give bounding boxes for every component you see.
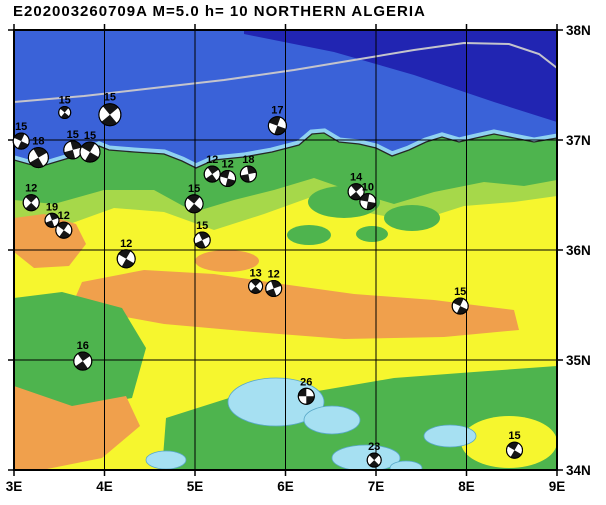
focal-mechanism-ball bbox=[63, 140, 83, 160]
event-label: 15 bbox=[508, 430, 520, 442]
focal-mechanism-ball bbox=[347, 183, 365, 201]
focal-mechanism-ball bbox=[22, 194, 40, 212]
focal-mechanism-ball bbox=[12, 132, 30, 150]
grid-layer bbox=[14, 30, 557, 470]
event-label: 26 bbox=[300, 376, 312, 388]
event-label: 16 bbox=[77, 340, 89, 352]
focal-mechanism-ball bbox=[55, 221, 73, 239]
event-label: 12 bbox=[221, 159, 233, 171]
focal-mechanism-ball bbox=[73, 351, 93, 371]
salt-lake-1 bbox=[227, 377, 325, 427]
x-axis-label: 3E bbox=[6, 479, 23, 494]
green-patch-4 bbox=[356, 226, 388, 242]
bathymetry-contour-line bbox=[14, 41, 557, 103]
y-axis-label: 36N bbox=[566, 243, 591, 258]
figure-title: E202003260709A M=5.0 h= 10 NORTHERN ALGE… bbox=[13, 3, 426, 20]
focal-mechanism-ball bbox=[184, 194, 204, 214]
yellow-patch-southeast bbox=[461, 416, 557, 468]
focal-mechanism-ball bbox=[98, 103, 122, 127]
focal-mechanism-ball bbox=[203, 165, 221, 183]
green-patch-3 bbox=[287, 225, 331, 245]
event-label: 15 bbox=[67, 129, 79, 141]
green-patch-2 bbox=[384, 205, 440, 231]
event-label: 17 bbox=[271, 105, 283, 117]
event-label: 12 bbox=[206, 154, 218, 166]
southern-green-west bbox=[14, 292, 146, 408]
x-axis-label: 6E bbox=[277, 479, 294, 494]
focal-mechanism-ball bbox=[219, 169, 237, 188]
x-axis-label: 4E bbox=[96, 479, 113, 494]
orange-corner-southwest bbox=[14, 386, 140, 470]
focal-mechanism-ball bbox=[267, 116, 287, 136]
event-label: 13 bbox=[249, 267, 261, 279]
event-label: 15 bbox=[15, 121, 27, 133]
event-label: 12 bbox=[25, 183, 37, 195]
y-axis-label: 35N bbox=[566, 353, 591, 368]
event-label: 19 bbox=[46, 201, 58, 213]
event-label: 15 bbox=[84, 130, 96, 142]
focal-mechanism-ball bbox=[116, 249, 136, 269]
x-axis-label: 5E bbox=[187, 479, 204, 494]
salt-lake-4 bbox=[389, 460, 423, 470]
salt-lake-3 bbox=[331, 444, 401, 470]
focal-mechanism-ball bbox=[58, 105, 72, 120]
event-label: 15 bbox=[196, 220, 208, 232]
event-label: 18 bbox=[242, 154, 254, 166]
salt-lake-5 bbox=[423, 424, 477, 448]
focal-mechanism-ball bbox=[27, 147, 49, 169]
focal-mechanism-ball bbox=[79, 141, 101, 163]
focal-mechanism-ball bbox=[297, 387, 315, 405]
y-axis-label: 37N bbox=[566, 133, 591, 148]
event-label: 12 bbox=[58, 210, 70, 222]
focal-mechanism-ball bbox=[239, 165, 257, 183]
event-label: 15 bbox=[454, 286, 466, 298]
orange-patch-1 bbox=[195, 250, 259, 272]
event-label: 15 bbox=[188, 183, 200, 195]
deep-sea-region bbox=[244, 30, 557, 122]
event-label: 23 bbox=[368, 441, 380, 453]
axis-layer: 3E 4E 5E 6E 7E 8E 9E 38N 37N 36N 35N 34N bbox=[6, 23, 591, 494]
focal-mechanism-ball bbox=[359, 193, 377, 211]
orange-plateau-band bbox=[76, 270, 519, 339]
focal-mechanism-ball bbox=[451, 297, 469, 315]
event-label: 15 bbox=[104, 92, 116, 104]
focal-mechanism-ball bbox=[44, 212, 60, 228]
event-label: 12 bbox=[268, 269, 280, 281]
salt-lake-2 bbox=[303, 405, 361, 435]
focal-mechanism-ball bbox=[248, 278, 264, 294]
x-axis-label: 7E bbox=[368, 479, 385, 494]
y-axis-label: 38N bbox=[566, 23, 591, 38]
focal-mechanism-ball bbox=[505, 441, 524, 459]
focal-mechanism-ball bbox=[265, 279, 283, 298]
x-axis-label: 8E bbox=[458, 479, 475, 494]
x-axis-label: 9E bbox=[549, 479, 566, 494]
event-label: 18 bbox=[32, 136, 44, 148]
event-label: 14 bbox=[350, 172, 363, 184]
event-label: 15 bbox=[59, 95, 71, 107]
event-label: 12 bbox=[120, 238, 132, 250]
event-label: 10 bbox=[362, 182, 374, 194]
y-axis-label: 34N bbox=[566, 463, 591, 478]
salt-lake-6 bbox=[145, 450, 187, 470]
focal-mechanism-ball bbox=[366, 452, 382, 468]
focal-mechanism-ball bbox=[193, 231, 211, 249]
